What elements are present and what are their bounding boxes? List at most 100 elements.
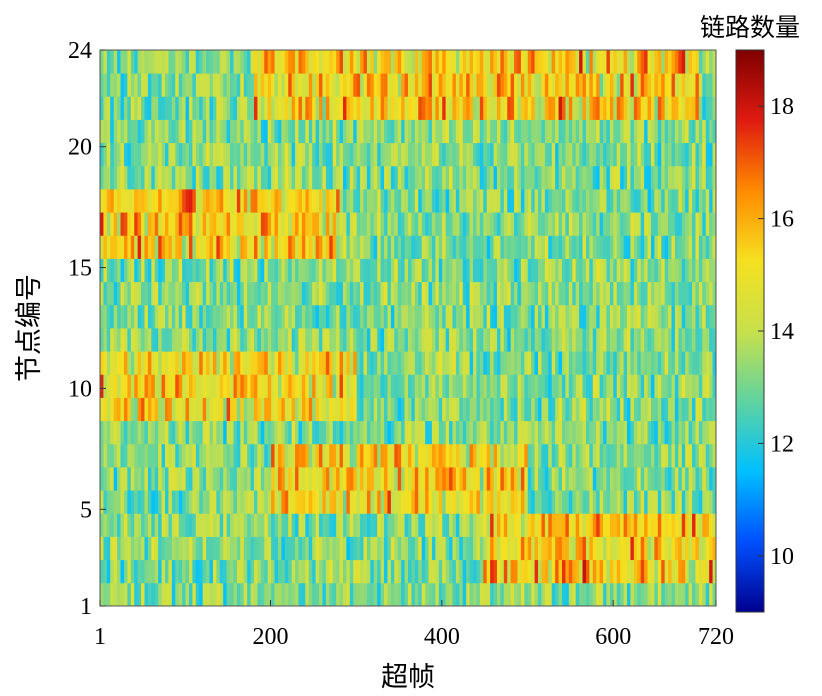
- heatmap-cell: [154, 490, 159, 514]
- heatmap-cell: [223, 536, 228, 561]
- heatmap-cell: [603, 513, 607, 537]
- heatmap-cell: [404, 328, 409, 352]
- heatmap-cell: [681, 443, 686, 468]
- heatmap-cell: [650, 490, 655, 514]
- heatmap-cell: [507, 304, 512, 329]
- heatmap-cell: [360, 50, 364, 74]
- heatmap-cell: [476, 50, 481, 74]
- heatmap-cell: [438, 582, 443, 607]
- heatmap-cell: [257, 189, 262, 213]
- heatmap-cell: [264, 490, 269, 514]
- heatmap-cell: [377, 142, 382, 167]
- heatmap-cell: [623, 50, 628, 74]
- heatmap-cell: [380, 119, 385, 144]
- heatmap-cell: [647, 96, 652, 120]
- heatmap-cell: [120, 142, 125, 167]
- heatmap-cell: [100, 96, 104, 120]
- heatmap-cell: [599, 536, 604, 561]
- heatmap-cell: [147, 443, 152, 468]
- heatmap-cell: [479, 50, 484, 74]
- heatmap-cell: [633, 397, 638, 422]
- heatmap-cell: [702, 467, 707, 491]
- heatmap-cell: [627, 351, 631, 375]
- heatmap-cell: [609, 467, 614, 491]
- heatmap-cell: [366, 328, 371, 352]
- heatmap-cell: [182, 165, 186, 190]
- heatmap-cell: [233, 559, 238, 584]
- heatmap-cell: [209, 559, 214, 584]
- heatmap-cell: [637, 467, 642, 491]
- heatmap-cell: [616, 513, 621, 537]
- heatmap-cell: [678, 235, 683, 259]
- heatmap-cell: [469, 536, 474, 561]
- heatmap-cell: [637, 189, 642, 213]
- heatmap-cell: [514, 304, 518, 329]
- heatmap-cell: [562, 50, 566, 74]
- heatmap-cell: [668, 328, 672, 352]
- heatmap-cell: [657, 490, 662, 514]
- heatmap-cell: [339, 443, 344, 468]
- heatmap-cell: [274, 119, 279, 144]
- heatmap-cell: [490, 50, 494, 74]
- heatmap-cell: [678, 374, 683, 398]
- heatmap-cell: [630, 50, 635, 74]
- heatmap-cell: [548, 73, 553, 97]
- heatmap-cell: [223, 96, 228, 120]
- heatmap-cell: [698, 142, 703, 167]
- heatmap-cell: [394, 258, 399, 283]
- heatmap-cell: [154, 96, 159, 120]
- heatmap-cell: [623, 328, 628, 352]
- heatmap-cell: [449, 536, 453, 561]
- heatmap-cell: [178, 536, 183, 561]
- heatmap-cell: [288, 142, 293, 167]
- heatmap-cell: [373, 73, 378, 97]
- heatmap-cell: [147, 189, 152, 213]
- heatmap-cell: [257, 212, 262, 236]
- heatmap-cell: [592, 536, 597, 561]
- heatmap-cell: [500, 96, 505, 120]
- heatmap-cell: [185, 119, 190, 144]
- heatmap-cell: [558, 50, 563, 74]
- heatmap-cell: [223, 50, 228, 74]
- heatmap-cell: [579, 582, 583, 607]
- heatmap-cell: [182, 212, 186, 236]
- heatmap-cell: [401, 73, 405, 97]
- heatmap-cell: [466, 281, 470, 306]
- heatmap-cell: [616, 235, 621, 259]
- heatmap-cell: [158, 50, 162, 74]
- heatmap-cell: [175, 304, 180, 329]
- heatmap-cell: [469, 328, 474, 352]
- heatmap-cell: [100, 258, 104, 283]
- heatmap-cell: [384, 582, 388, 607]
- heatmap-cell: [630, 397, 635, 422]
- heatmap-cell: [288, 513, 293, 537]
- heatmap-cell: [202, 142, 207, 167]
- heatmap-cell: [113, 142, 118, 167]
- heatmap-cell: [476, 96, 481, 120]
- heatmap-cell: [192, 165, 197, 190]
- heatmap-cell: [575, 351, 580, 375]
- heatmap-cell: [599, 351, 604, 375]
- heatmap-cell: [438, 397, 443, 422]
- heatmap-cell: [154, 50, 159, 74]
- heatmap-cell: [178, 304, 183, 329]
- heatmap-cell: [103, 582, 108, 607]
- heatmap-cell: [609, 490, 614, 514]
- heatmap-cell: [575, 536, 580, 561]
- heatmap-cell: [240, 119, 245, 144]
- heatmap-cell: [288, 50, 293, 74]
- heatmap-cell: [531, 304, 536, 329]
- heatmap-cell: [692, 328, 696, 352]
- heatmap-cell: [524, 490, 529, 514]
- heatmap-cell: [202, 420, 207, 445]
- heatmap-cell: [558, 142, 563, 167]
- heatmap-cell: [510, 490, 515, 514]
- heatmap-cell: [178, 189, 183, 213]
- heatmap-cell: [674, 304, 679, 329]
- heatmap-cell: [661, 467, 666, 491]
- heatmap-cell: [154, 420, 159, 445]
- heatmap-cell: [199, 165, 204, 190]
- heatmap-cell: [147, 513, 152, 537]
- heatmap-cell: [449, 50, 453, 74]
- heatmap-cell: [325, 96, 330, 120]
